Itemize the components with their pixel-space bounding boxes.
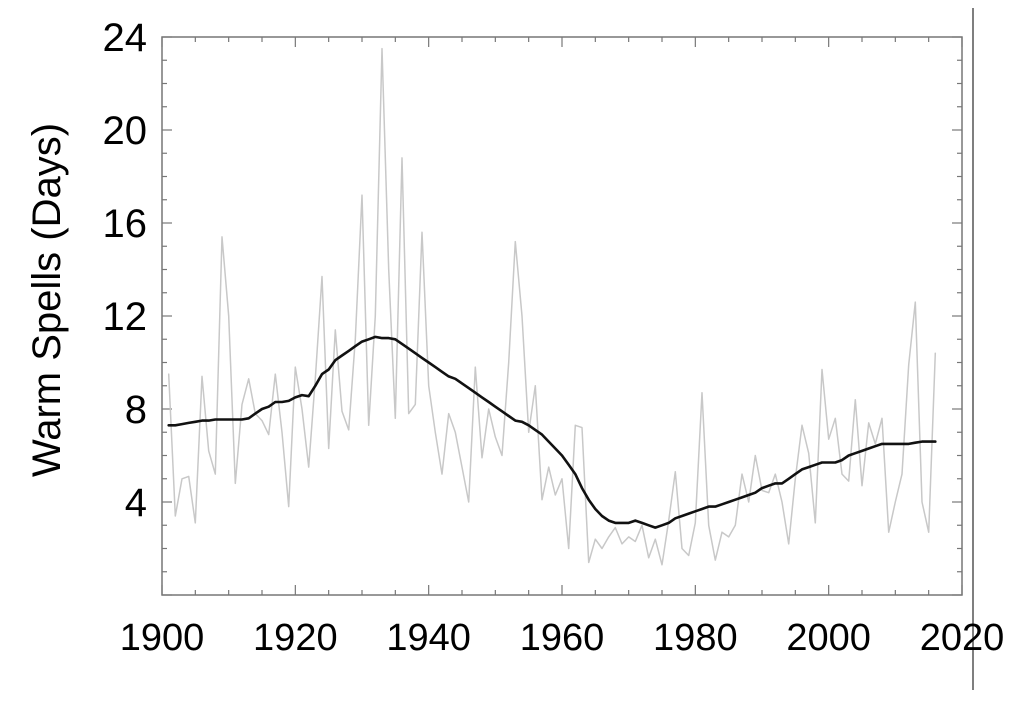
series-layer	[167, 47, 937, 566]
y-tick-label: 16	[103, 202, 148, 246]
x-tick-label: 1900	[120, 617, 205, 659]
x-tick-label: 1940	[386, 617, 471, 659]
y-tick-label: 4	[125, 481, 147, 525]
y-tick-label: 24	[103, 16, 148, 60]
x-tick-labels: 1900 1920 1940 1960 1980 2000 2020	[120, 617, 1005, 659]
y-axis-label: Warm Spells (Days)	[25, 123, 69, 477]
y-tick-label: 20	[103, 109, 148, 153]
annual-values-line	[167, 47, 937, 566]
tick-marks	[161, 36, 963, 596]
y-tick-label: 8	[125, 388, 147, 432]
x-tick-label: 1960	[520, 617, 605, 659]
x-tick-label: 1980	[653, 617, 738, 659]
smoothed-trend-line	[167, 335, 937, 529]
y-tick-labels: 4 8 12 16 20 24	[103, 16, 148, 525]
plot-frame	[161, 36, 963, 596]
y-tick-label: 12	[103, 295, 148, 339]
x-tick-label: 2020	[920, 617, 1005, 659]
x-tick-label: 2000	[786, 617, 871, 659]
x-tick-label: 1920	[253, 617, 338, 659]
